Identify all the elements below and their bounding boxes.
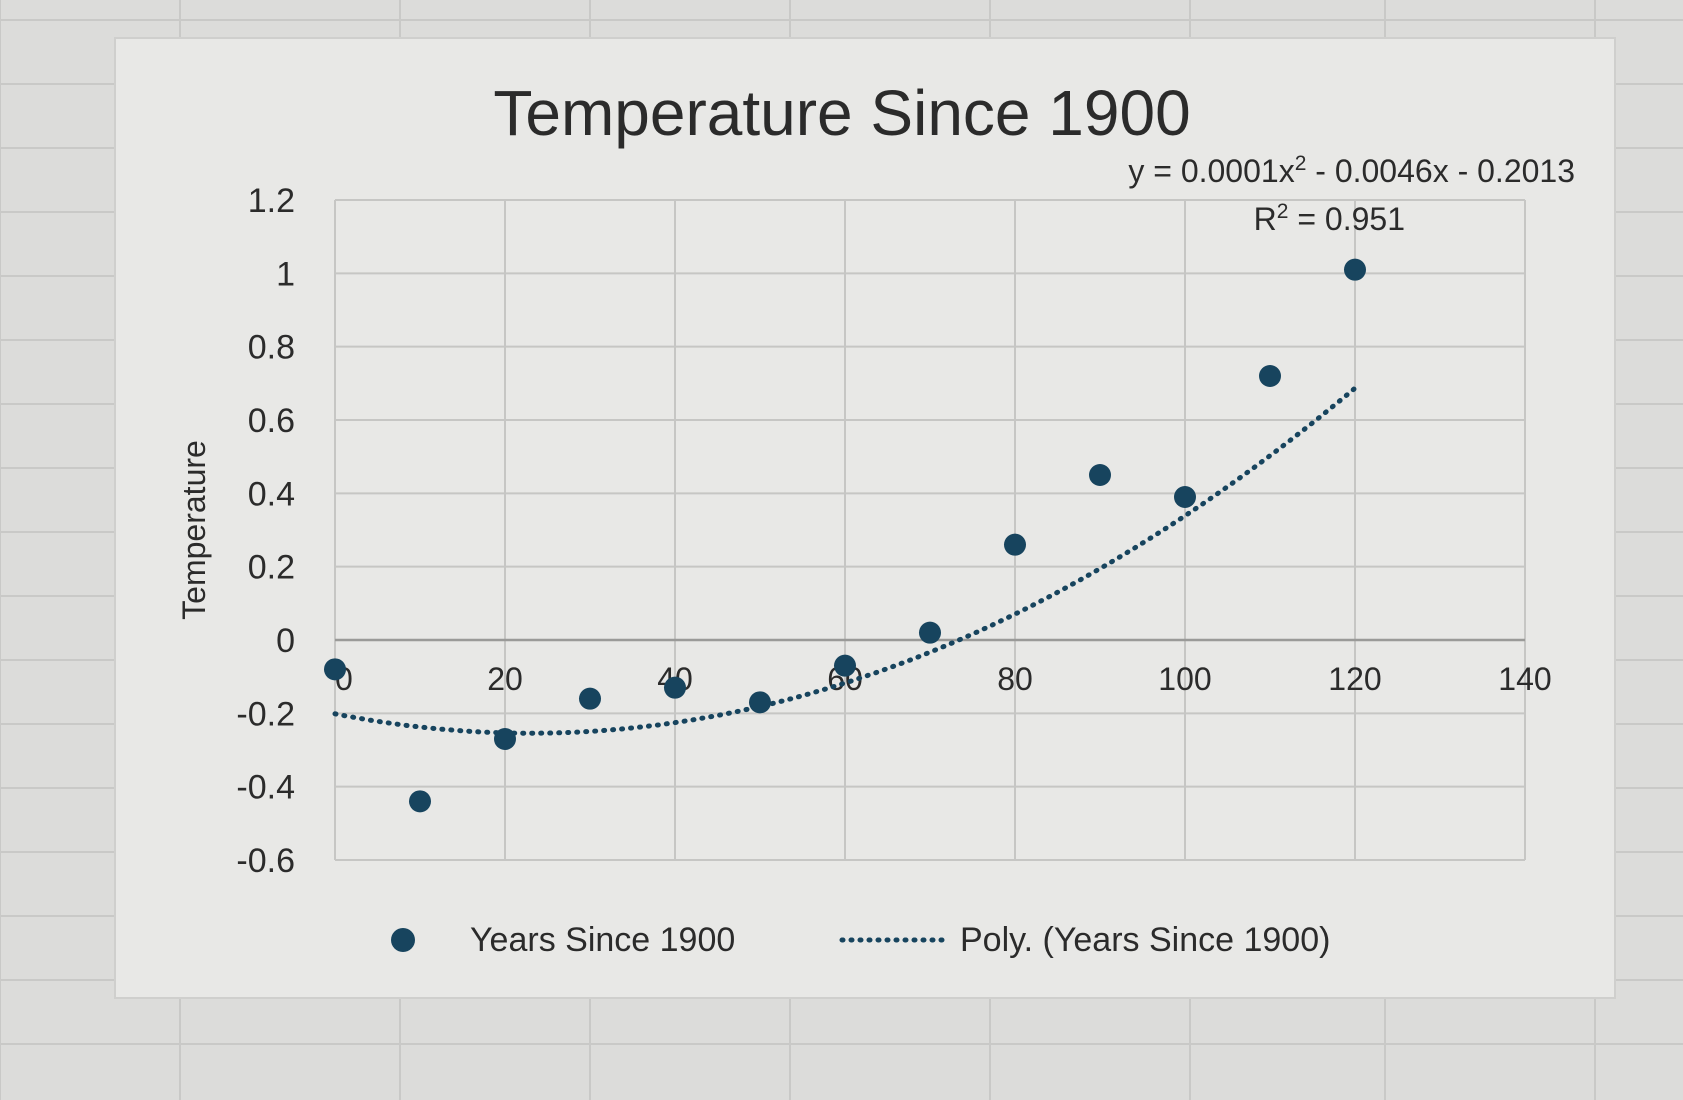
r-squared-text-pre: R xyxy=(1254,201,1277,237)
r-squared-text-post: = 0.951 xyxy=(1288,201,1405,237)
y-tick-label: 0.4 xyxy=(248,475,295,513)
plot-area[interactable] xyxy=(335,200,1525,860)
equation-text-post: - 0.0046x - 0.2013 xyxy=(1306,153,1575,189)
x-tick-label: 140 xyxy=(1498,661,1551,697)
legend-entry-trendline: Poly. (Years Since 1900) xyxy=(960,921,1330,959)
data-point[interactable] xyxy=(1344,258,1366,281)
data-point[interactable] xyxy=(919,621,941,644)
data-point[interactable] xyxy=(409,790,431,813)
y-tick-label: 0 xyxy=(276,622,295,660)
legend-marker-circle xyxy=(391,928,415,952)
data-point[interactable] xyxy=(1259,365,1281,387)
y-tick-label: 0.8 xyxy=(248,329,295,367)
data-point[interactable] xyxy=(834,654,856,677)
trendline-label[interactable]: y = 0.0001x2 - 0.0046x - 0.2013 R2 = 0.9… xyxy=(1128,152,1575,237)
trendline-r-squared: R2 = 0.951 xyxy=(1254,200,1405,237)
data-points xyxy=(324,258,1366,813)
equation-text-pre: y = 0.0001x xyxy=(1128,153,1294,189)
x-tick-label: 20 xyxy=(487,661,523,697)
data-point[interactable] xyxy=(1174,486,1196,508)
y-tick-label: -0.2 xyxy=(236,695,295,733)
chart-legend[interactable]: Years Since 1900 Poly. (Years Since 1900… xyxy=(391,921,1330,959)
data-point[interactable] xyxy=(749,691,771,714)
x-tick-label: 100 xyxy=(1158,661,1211,697)
y-axis-tick-labels: -0.6 -0.4 -0.2 0 0.2 0.4 0.6 0.8 1 1.2 xyxy=(236,182,295,880)
chart-title: Temperature Since 1900 xyxy=(493,77,1190,149)
equation-exponent: 2 xyxy=(1295,152,1307,175)
data-point[interactable] xyxy=(494,728,516,750)
y-tick-label: -0.4 xyxy=(236,769,295,807)
x-tick-label: 120 xyxy=(1328,661,1381,697)
data-point[interactable] xyxy=(579,687,601,710)
y-tick-label: 0.6 xyxy=(248,402,295,440)
legend-entry-series: Years Since 1900 xyxy=(470,921,735,959)
y-axis-label: Temperature xyxy=(176,440,212,620)
y-tick-label: -0.6 xyxy=(236,842,295,880)
y-tick-label: 1 xyxy=(276,255,295,293)
data-point[interactable] xyxy=(1004,533,1026,556)
x-tick-label: 80 xyxy=(997,661,1033,697)
data-point[interactable] xyxy=(664,676,686,699)
r-squared-exponent: 2 xyxy=(1277,200,1289,223)
trendline-equation: y = 0.0001x2 - 0.0046x - 0.2013 xyxy=(1128,152,1575,189)
y-tick-label: 1.2 xyxy=(248,182,295,220)
data-point[interactable] xyxy=(1089,464,1111,486)
y-tick-label: 0.2 xyxy=(248,549,295,587)
data-point[interactable] xyxy=(324,658,346,681)
